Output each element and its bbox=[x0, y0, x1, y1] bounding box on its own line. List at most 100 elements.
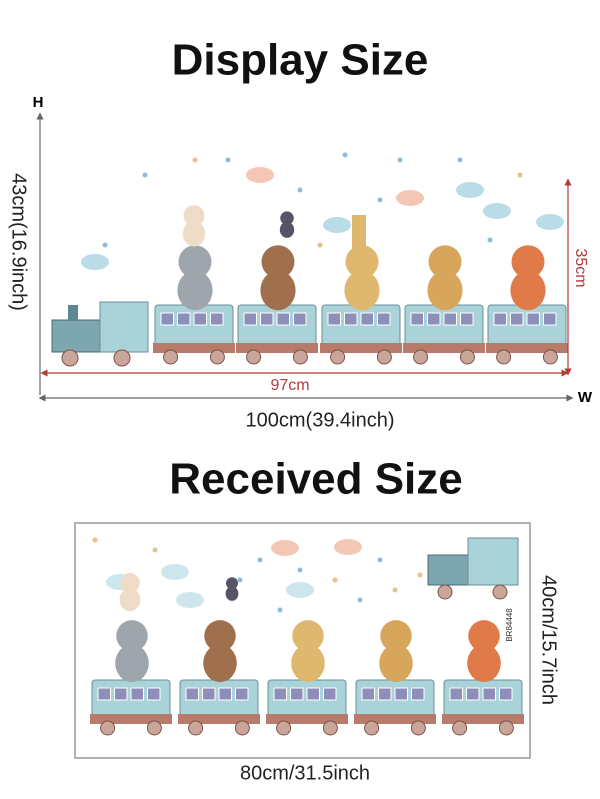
animal-head bbox=[511, 245, 545, 279]
loco-cab bbox=[467, 537, 519, 586]
star bbox=[152, 547, 158, 553]
car-base bbox=[236, 343, 318, 353]
star bbox=[277, 607, 283, 613]
animal-head bbox=[468, 620, 500, 652]
wheel bbox=[410, 720, 426, 736]
wheel bbox=[146, 720, 162, 736]
animal-head bbox=[226, 577, 238, 590]
car-window bbox=[306, 687, 320, 701]
star bbox=[102, 242, 108, 248]
animal-body bbox=[119, 587, 141, 612]
car-window bbox=[218, 687, 232, 701]
star bbox=[517, 172, 523, 178]
car-window bbox=[177, 312, 191, 326]
car-window bbox=[130, 687, 144, 701]
star bbox=[377, 197, 383, 203]
animal-head bbox=[292, 620, 324, 652]
car-base bbox=[178, 714, 260, 724]
width-axis-letter: W bbox=[578, 389, 593, 406]
wheel bbox=[496, 349, 512, 365]
car-window bbox=[482, 687, 496, 701]
height-label: 43cm(16.9inch) bbox=[8, 173, 30, 311]
wheel bbox=[234, 720, 250, 736]
wheel bbox=[61, 349, 79, 367]
car-window bbox=[449, 687, 463, 701]
wheel bbox=[246, 349, 262, 365]
car-window bbox=[377, 312, 391, 326]
car-window bbox=[293, 312, 307, 326]
car-window bbox=[526, 312, 540, 326]
car-window bbox=[361, 687, 375, 701]
display-title: Display Size bbox=[172, 36, 429, 85]
star bbox=[332, 577, 338, 583]
star bbox=[397, 157, 403, 163]
received-title: Received Size bbox=[169, 455, 463, 504]
sheet-illustration bbox=[74, 522, 531, 759]
car-window bbox=[97, 687, 111, 701]
sheet-code: BR84448 bbox=[505, 608, 514, 642]
wheel bbox=[376, 349, 392, 365]
car-window bbox=[276, 312, 290, 326]
car-window bbox=[344, 312, 358, 326]
wheel bbox=[163, 349, 179, 365]
car-window bbox=[210, 312, 224, 326]
cloud bbox=[483, 203, 511, 219]
animal-head bbox=[428, 245, 462, 279]
car-window bbox=[543, 312, 557, 326]
animal-head bbox=[380, 620, 412, 652]
cloud bbox=[334, 539, 362, 555]
star bbox=[487, 237, 493, 243]
car-window bbox=[378, 687, 392, 701]
animal-body bbox=[115, 644, 149, 683]
wheel bbox=[437, 584, 453, 600]
car-window bbox=[160, 312, 174, 326]
sheet-width-label: 80cm/31.5inch bbox=[240, 762, 370, 784]
width-label: 100cm(39.4inch) bbox=[246, 409, 395, 431]
car-window bbox=[499, 687, 513, 701]
height-axis-letter: H bbox=[33, 94, 44, 111]
car-window bbox=[290, 687, 304, 701]
car-base bbox=[320, 343, 402, 353]
car-window bbox=[427, 312, 441, 326]
star bbox=[342, 152, 348, 158]
cloud bbox=[271, 540, 299, 556]
wheel bbox=[459, 349, 475, 365]
animal-body bbox=[379, 644, 413, 683]
car-base bbox=[442, 714, 524, 724]
car-window bbox=[360, 312, 374, 326]
display-illustration bbox=[51, 152, 568, 367]
car-window bbox=[114, 687, 128, 701]
wheel bbox=[209, 349, 225, 365]
star bbox=[142, 172, 148, 178]
car-window bbox=[466, 687, 480, 701]
car-window bbox=[202, 687, 216, 701]
car-window bbox=[323, 687, 337, 701]
animal-head bbox=[120, 572, 140, 593]
car-base bbox=[153, 343, 235, 353]
car-window bbox=[493, 312, 507, 326]
car-base bbox=[90, 714, 172, 724]
inner-height-label: 35cm bbox=[572, 248, 589, 287]
animal-body bbox=[510, 270, 546, 311]
wheel bbox=[292, 349, 308, 365]
star bbox=[417, 572, 423, 578]
giraffe-neck bbox=[352, 215, 366, 265]
car-window bbox=[411, 687, 425, 701]
loco-chimney bbox=[68, 305, 78, 321]
wheel bbox=[364, 720, 380, 736]
car-window bbox=[327, 312, 341, 326]
star bbox=[457, 157, 463, 163]
star bbox=[225, 157, 231, 163]
locomotive bbox=[427, 554, 469, 586]
car-window bbox=[147, 687, 161, 701]
wheel bbox=[276, 720, 292, 736]
animal-head bbox=[261, 245, 295, 279]
wheel bbox=[330, 349, 346, 365]
car-base bbox=[266, 714, 348, 724]
animal-body bbox=[203, 644, 237, 683]
car-base bbox=[354, 714, 436, 724]
cloud bbox=[396, 190, 424, 206]
star bbox=[377, 557, 383, 563]
star bbox=[192, 157, 198, 163]
